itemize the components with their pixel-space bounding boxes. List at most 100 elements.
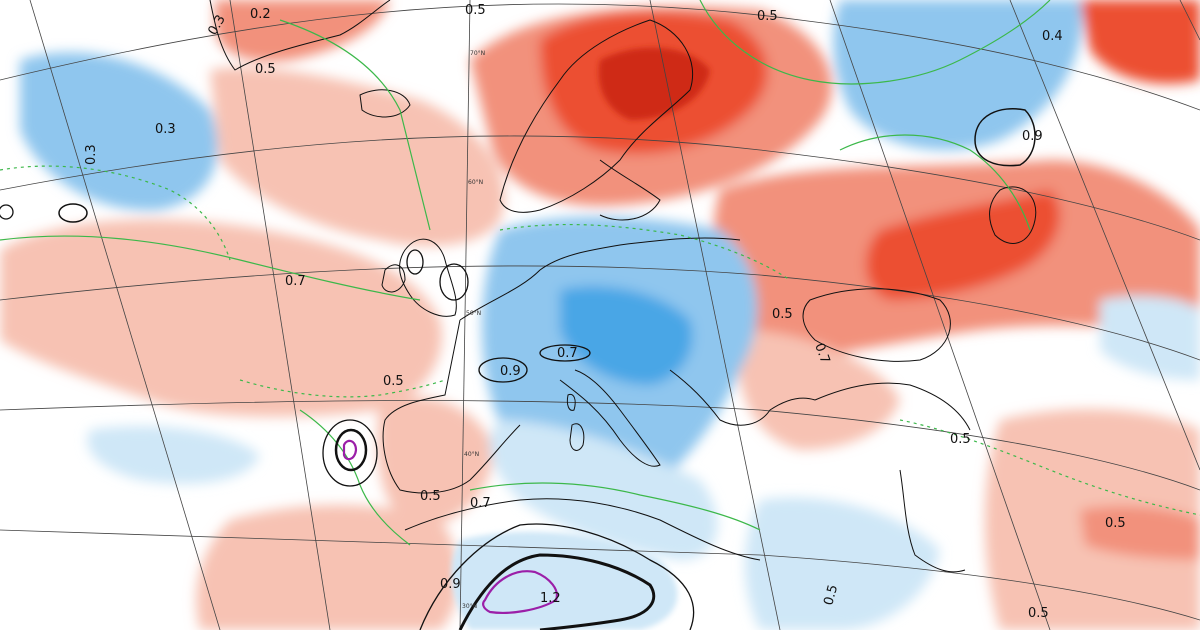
green-contour-atlantic-2 bbox=[0, 165, 231, 261]
green-contour-europe bbox=[499, 223, 791, 281]
anomaly-detail bbox=[451, 47, 710, 630]
green-contour-russia bbox=[839, 134, 1031, 231]
warm-detail-finland bbox=[598, 47, 710, 120]
contour-label: 0.9 bbox=[500, 364, 521, 379]
black-contour-atlantic-small bbox=[58, 203, 88, 223]
contour-label: 1.2 bbox=[540, 591, 561, 606]
contours-black bbox=[0, 108, 1036, 630]
parallel-50n bbox=[0, 265, 1200, 361]
contour-label: 0.5 bbox=[821, 583, 841, 607]
cold-field-urals bbox=[1100, 295, 1200, 380]
green-contour-biscay bbox=[239, 379, 446, 398]
contour-label: 0.5 bbox=[420, 489, 441, 504]
black-contour-england bbox=[439, 263, 469, 301]
green-contour-north bbox=[699, 0, 1051, 85]
lat-label: 50°N bbox=[466, 310, 481, 317]
black-contour-portugal-outer bbox=[322, 419, 378, 487]
contour-label: 0.5 bbox=[383, 374, 404, 389]
contour-label: 0.5 bbox=[255, 62, 276, 77]
black-contour-russia bbox=[974, 108, 1036, 167]
contours-purple bbox=[342, 439, 558, 614]
coastlines bbox=[209, 0, 1037, 573]
meridian-e60 bbox=[1009, 0, 1200, 471]
contour-label: 0.7 bbox=[470, 496, 491, 511]
cold-field-russia-north bbox=[833, 0, 1082, 150]
coast-ireland bbox=[381, 264, 406, 293]
contour-label: 0.5 bbox=[950, 432, 971, 447]
cold-field-atlantic-south bbox=[87, 426, 260, 484]
meridian-0 bbox=[459, 0, 471, 630]
black-contour-sahara-outer bbox=[419, 523, 695, 630]
coast-north-africa bbox=[404, 498, 761, 561]
coast-baltic bbox=[599, 159, 661, 221]
meridian-w20 bbox=[229, 0, 331, 630]
coast-corsica bbox=[566, 393, 576, 411]
warm-field-ukraine-core bbox=[866, 190, 1060, 300]
cold-field-east-med bbox=[745, 497, 940, 630]
warm-field-greenland bbox=[215, 0, 390, 62]
contour-label: 0.4 bbox=[1042, 29, 1063, 44]
parallel-30n bbox=[0, 529, 1200, 621]
warm-field-nw-russia bbox=[1080, 0, 1200, 84]
coast-britain bbox=[399, 238, 457, 317]
contour-label: 0.2 bbox=[250, 7, 271, 22]
coast-scandinavia bbox=[499, 19, 694, 213]
warm-field-west-atlantic bbox=[0, 219, 442, 417]
contour-label: 0.5 bbox=[1028, 606, 1049, 621]
contour-label: 0.5 bbox=[1105, 516, 1126, 531]
black-contour-alps-west bbox=[478, 357, 528, 383]
parallel-70n bbox=[0, 3, 1200, 111]
coast-balkans-greece bbox=[669, 369, 816, 426]
meridian-e80 bbox=[1179, 0, 1200, 41]
meridian-w40 bbox=[29, 0, 221, 630]
cold-field-alps-adriatic bbox=[560, 286, 693, 385]
parallel-60n bbox=[0, 135, 1200, 241]
latitude-labels: 70°N 60°N 50°N 40°N 30°N bbox=[462, 50, 485, 610]
warm-detail-sahara-grey bbox=[451, 531, 678, 630]
contour-label: 0.7 bbox=[557, 346, 578, 361]
green-contour-atlantic-3 bbox=[279, 19, 431, 231]
purple-contour-portugal bbox=[342, 439, 358, 461]
black-contour-sahara-inner bbox=[458, 553, 656, 630]
purple-contour-sahara bbox=[482, 570, 558, 614]
parallel-40n bbox=[0, 400, 1200, 491]
green-contour-atlantic-1 bbox=[0, 235, 421, 301]
coast-caspian bbox=[989, 186, 1037, 244]
coast-black-sea bbox=[802, 288, 951, 362]
warm-field-north-atlantic bbox=[210, 67, 505, 246]
cold-field-north-atlantic bbox=[20, 52, 218, 211]
coast-iceland bbox=[359, 89, 411, 118]
contour-label: 0.5 bbox=[465, 3, 486, 18]
lat-label: 60°N bbox=[468, 179, 483, 186]
lat-label: 70°N bbox=[470, 50, 485, 57]
green-contour-east bbox=[899, 419, 1200, 516]
black-contour-portugal-inner bbox=[334, 428, 368, 472]
contour-label: 0.7 bbox=[811, 341, 832, 366]
black-contour-atlantic-west bbox=[0, 204, 14, 220]
coast-turkey bbox=[814, 382, 971, 431]
contour-label: 0.3 bbox=[155, 122, 176, 137]
contour-label: 0.3 bbox=[84, 144, 99, 165]
meridian-e40 bbox=[829, 0, 1051, 630]
contour-label: 0.5 bbox=[757, 9, 778, 24]
contour-label: 0.9 bbox=[1022, 129, 1043, 144]
warm-field-caucasus bbox=[1080, 505, 1200, 560]
coast-greenland bbox=[209, 0, 391, 71]
lat-label: 30°N bbox=[462, 603, 477, 610]
lat-label: 40°N bbox=[464, 451, 479, 458]
contour-label: 0.9 bbox=[440, 577, 461, 592]
black-contour-britain bbox=[406, 249, 424, 275]
contour-label: 0.5 bbox=[772, 307, 793, 322]
cold-field-mediterranean bbox=[489, 420, 718, 560]
green-contour-iberia bbox=[299, 409, 411, 546]
coast-france-iberia bbox=[382, 319, 521, 494]
green-contour-mediterranean bbox=[469, 482, 761, 531]
black-contour-alps-east bbox=[539, 344, 591, 362]
coast-italy bbox=[559, 369, 661, 467]
meridian-e20 bbox=[649, 0, 781, 630]
warm-field-north-africa-west bbox=[196, 505, 459, 630]
coast-europe-north bbox=[459, 237, 741, 321]
